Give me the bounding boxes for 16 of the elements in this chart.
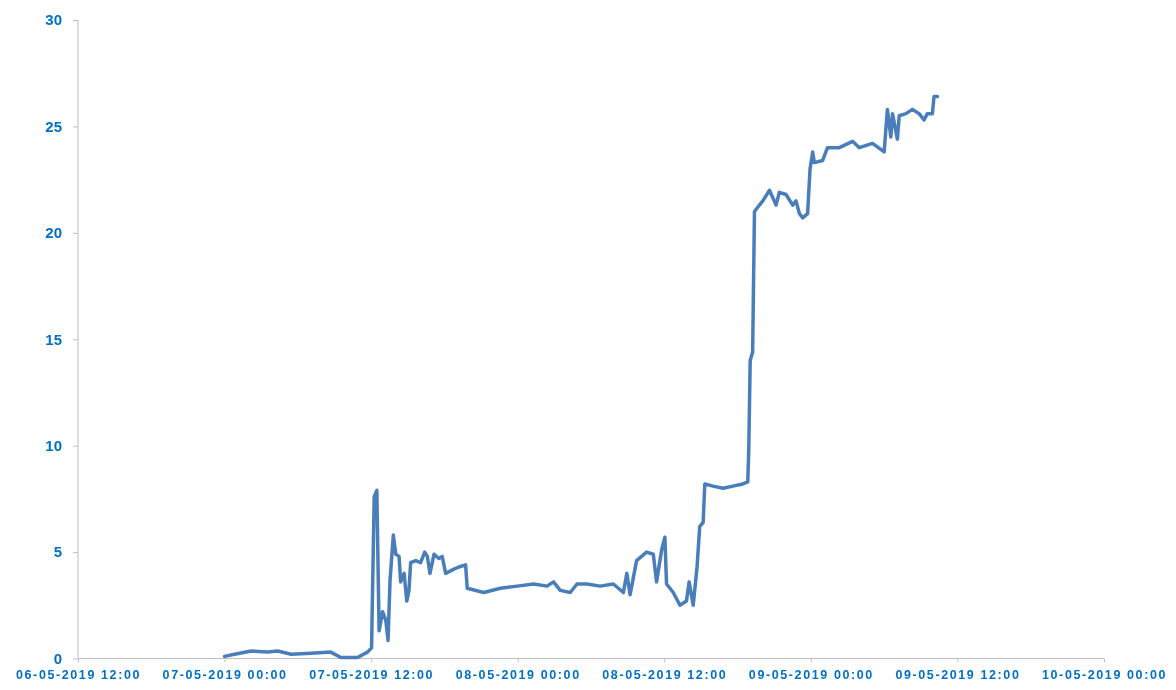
x-tick-label: 09-05-2019 00:00 [748,668,874,683]
y-tick-label: 5 [53,543,62,561]
x-tick-label: 08-05-2019 12:00 [602,668,728,683]
y-tick-label: 25 [45,117,62,135]
y-tick-label: 15 [45,330,62,348]
x-tick-label: 06-05-2019 12:00 [16,668,141,683]
x-tick-label: 09-05-2019 12:00 [895,668,1021,683]
y-tick-label: 20 [45,224,62,242]
y-tick-label: 0 [53,649,62,667]
x-tick-label: 08-05-2019 00:00 [455,668,581,683]
y-tick-label: 10 [45,436,62,454]
x-tick-label: 10-05-2019 00:00 [1042,668,1167,683]
line-series [222,94,940,660]
y-tick-label: 30 [45,11,62,29]
x-tick-label: 07-05-2019 12:00 [309,668,435,683]
x-tick-label: 07-05-2019 00:00 [162,668,288,683]
